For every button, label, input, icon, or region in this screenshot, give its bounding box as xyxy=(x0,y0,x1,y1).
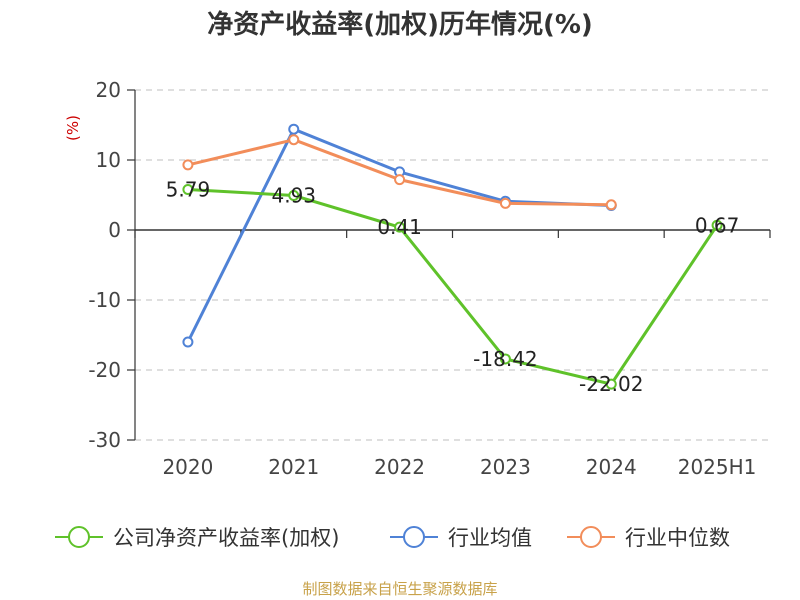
x-tick-label: 2021 xyxy=(268,455,319,479)
y-tick-label: 10 xyxy=(96,148,121,172)
data-label: -18.42 xyxy=(473,347,537,371)
y-tick-label: 0 xyxy=(108,218,121,242)
legend-marker xyxy=(403,526,425,548)
data-point xyxy=(182,336,194,348)
y-tick-label: 20 xyxy=(96,78,121,102)
x-tick-label: 2024 xyxy=(586,455,637,479)
data-point xyxy=(605,378,617,390)
legend-marker xyxy=(580,526,602,548)
data-point xyxy=(288,123,300,135)
legend-label: 行业均值 xyxy=(448,526,532,550)
data-point xyxy=(288,134,300,146)
data-point xyxy=(182,159,194,171)
data-point xyxy=(499,197,511,209)
chart-title: 净资产收益率(加权)历年情况(%) xyxy=(207,10,593,40)
legend-marker xyxy=(68,526,90,548)
series-line xyxy=(187,187,719,386)
y-tick-label: -30 xyxy=(88,428,121,452)
x-tick-label: 2025H1 xyxy=(678,455,757,479)
data-label: 0.67 xyxy=(695,213,740,237)
y-axis-label: (%) xyxy=(64,115,82,141)
data-label: 4.93 xyxy=(271,183,316,207)
data-point xyxy=(394,174,406,186)
legend-label: 公司净资产收益率(加权) xyxy=(113,526,339,550)
y-tick-label: -20 xyxy=(88,358,121,382)
data-label: -22.02 xyxy=(579,372,643,396)
x-tick-label: 2020 xyxy=(162,455,213,479)
data-point xyxy=(394,221,406,233)
legend-label: 行业中位数 xyxy=(625,526,730,550)
data-point xyxy=(605,199,617,211)
source-note: 制图数据来自恒生聚源数据库 xyxy=(302,580,498,598)
data-point xyxy=(288,189,300,201)
y-tick-label: -10 xyxy=(88,288,121,312)
data-point xyxy=(499,353,511,365)
data-point xyxy=(182,183,194,195)
x-tick-label: 2023 xyxy=(480,455,531,479)
data-point xyxy=(711,219,723,231)
data-label: 5.79 xyxy=(166,177,211,201)
data-label: 0.41 xyxy=(377,215,422,239)
x-tick-label: 2022 xyxy=(374,455,425,479)
